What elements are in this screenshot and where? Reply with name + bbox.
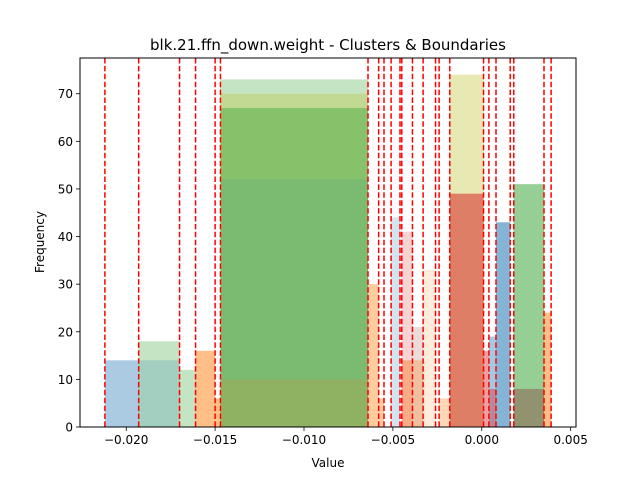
histogram-bar-6 [220, 79, 368, 428]
x-tick-label-1: −0.015 [193, 433, 237, 447]
histogram-bar-11 [368, 284, 379, 427]
plot-area: −0.020 −0.015 −0.010 −0.005 0.000 0.005 0 10 20… [58, 57, 588, 447]
x-axis-label: Value [312, 456, 345, 470]
x-tick-label-2: −0.010 [282, 433, 326, 447]
histogram-bar-12 [378, 398, 384, 427]
y-tick-label-7: 70 [58, 87, 73, 101]
histogram-bar-1 [138, 341, 180, 427]
y-tick-label-1: 10 [58, 373, 73, 387]
y-tick-label-4: 40 [58, 230, 73, 244]
x-tick-label-3: −0.005 [371, 433, 415, 447]
x-tick-label-5: 0.005 [553, 433, 587, 447]
histogram-bar-18 [423, 269, 436, 427]
histogram-bar-26 [513, 184, 544, 427]
bars-layer [104, 74, 552, 428]
chart-title: blk.21.ffn_down.weight - Clusters & Boun… [150, 36, 506, 55]
histogram-bar-16 [412, 327, 424, 427]
x-tick-label-4: 0.000 [465, 433, 499, 447]
histogram-bar-17 [412, 360, 424, 427]
boundary-lines [104, 58, 552, 427]
histogram-bar-24 [488, 388, 496, 427]
y-tick-label-5: 50 [58, 182, 73, 196]
histogram-bar-0 [104, 360, 139, 427]
histogram-bar-2 [138, 360, 180, 427]
histogram-bar-9 [220, 179, 368, 427]
histogram-bar-4 [195, 350, 216, 427]
histogram-bar-28 [544, 312, 552, 427]
histogram-bar-27 [513, 388, 544, 427]
histogram-bar-25 [496, 222, 511, 427]
histogram-bar-10 [220, 379, 368, 427]
axes-frame [79, 57, 577, 428]
y-tick-label-2: 20 [58, 325, 73, 339]
histogram-bar-13 [391, 217, 400, 427]
histogram-bar-19 [439, 398, 450, 427]
histogram-bar-7 [220, 93, 368, 428]
y-tick-label-0: 0 [65, 421, 73, 435]
x-tick-label-0: −0.020 [104, 433, 148, 447]
y-tick-label-3: 30 [58, 278, 73, 292]
histogram-bar-14 [401, 360, 413, 427]
histogram-bar-15 [401, 231, 413, 427]
y-axis-label: Frequency [33, 211, 47, 273]
histogram-bar-5 [215, 398, 221, 427]
x-axis-ticks: −0.020 −0.015 −0.010 −0.005 0.000 0.005 [104, 427, 588, 447]
histogram-bar-21 [449, 193, 484, 427]
histogram-bar-8 [220, 107, 368, 428]
y-axis-ticks: 0 10 20 30 40 50 60 70 [58, 87, 80, 435]
histogram-bar-3 [179, 369, 196, 427]
y-tick-label-6: 60 [58, 135, 73, 149]
histogram-bar-23 [488, 336, 496, 427]
histogram-bar-22 [483, 350, 489, 427]
